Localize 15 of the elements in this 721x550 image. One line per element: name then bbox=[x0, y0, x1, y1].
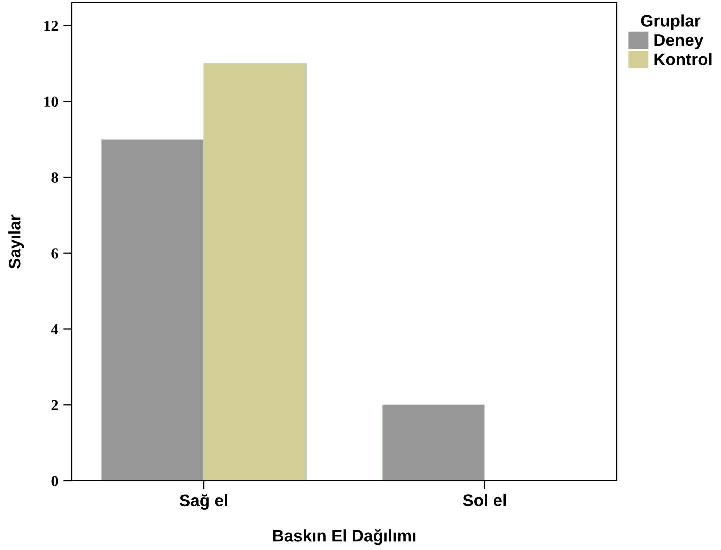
x-axis-title: Baskın El Dağılımı bbox=[273, 529, 416, 546]
y-tick-label: 6 bbox=[52, 248, 58, 259]
y-tick-label: 10 bbox=[44, 96, 58, 108]
legend-label: Deney bbox=[654, 34, 704, 50]
y-tick-label: 8 bbox=[52, 172, 58, 183]
legend-label: Kontrol bbox=[654, 53, 712, 66]
legend-title: Gruplar bbox=[641, 14, 701, 30]
y-tick-label: 12 bbox=[44, 20, 58, 32]
bar bbox=[382, 404, 486, 481]
x-tick-label: Sol el bbox=[463, 494, 506, 506]
x-tick-label: Sağ el bbox=[180, 494, 228, 510]
y-tick-label: 4 bbox=[51, 324, 59, 335]
y-tick-label: 2 bbox=[52, 400, 58, 410]
y-axis-title: Sayılar bbox=[8, 214, 24, 269]
y-tick-label: 0 bbox=[52, 476, 58, 486]
